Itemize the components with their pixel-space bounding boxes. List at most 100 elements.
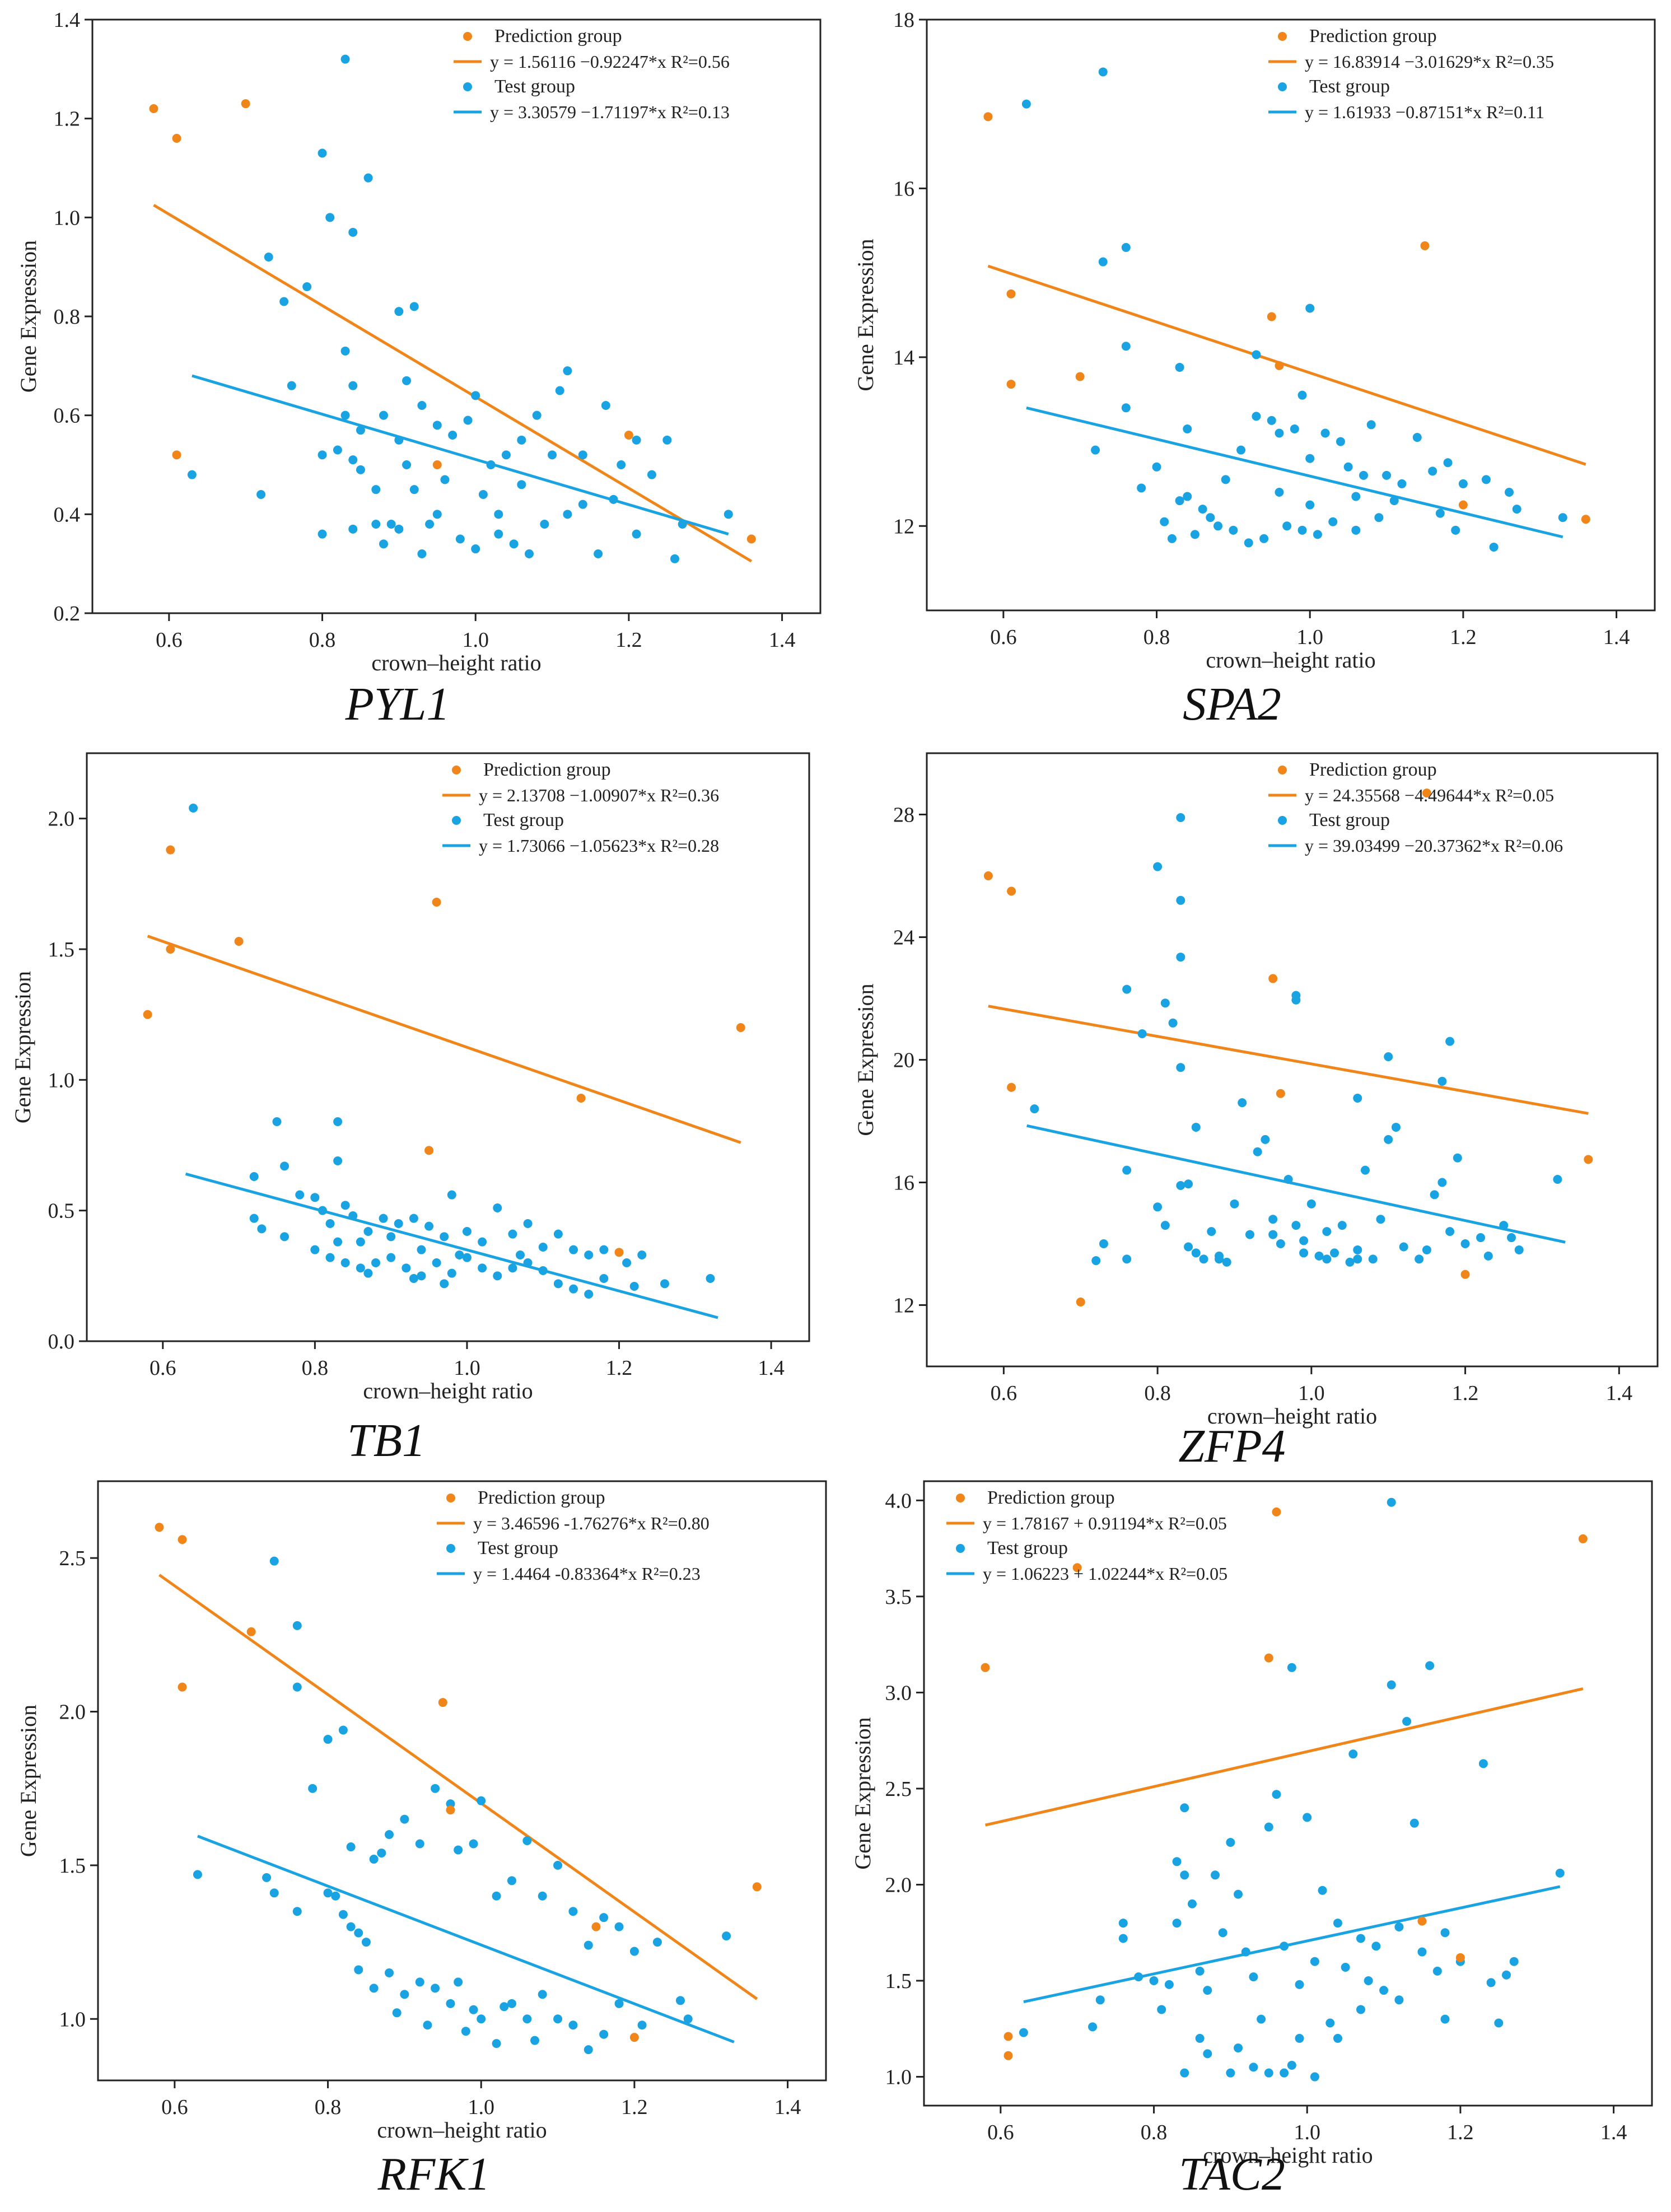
x-tick-label: 1.0 xyxy=(468,2096,494,2119)
test-point xyxy=(1310,2072,1319,2082)
prediction-point xyxy=(1007,886,1016,896)
test-point xyxy=(1241,1947,1250,1957)
test-point xyxy=(1437,1076,1447,1086)
x-tick-label: 1.2 xyxy=(1450,626,1477,649)
y-axis-label: Gene Expression xyxy=(853,983,878,1136)
test-point xyxy=(1098,257,1108,267)
test-point xyxy=(325,213,335,222)
test-point xyxy=(1121,242,1131,252)
prediction-point xyxy=(438,1698,447,1707)
prediction-point xyxy=(983,871,993,880)
test-point xyxy=(417,401,427,410)
legend-prediction-label: Prediction group xyxy=(987,1487,1115,1508)
test-point xyxy=(530,2036,539,2045)
prediction-point xyxy=(1272,1507,1281,1516)
test-point xyxy=(1337,1221,1347,1230)
test-point xyxy=(333,1117,343,1126)
test-point xyxy=(1180,1870,1189,1880)
test-point xyxy=(394,307,404,316)
legend-test-marker xyxy=(452,816,461,825)
legend-test-marker xyxy=(1278,82,1287,91)
test-point xyxy=(706,1274,715,1283)
prediction-point xyxy=(1581,515,1590,524)
test-point xyxy=(454,1977,463,1987)
test-point xyxy=(478,490,488,499)
test-point xyxy=(348,524,358,534)
test-fit-line xyxy=(1023,1885,1561,2004)
test-point xyxy=(1489,542,1499,552)
test-point xyxy=(462,1227,472,1236)
test-point xyxy=(193,1870,202,1879)
y-tick-label: 0.8 xyxy=(54,305,81,329)
y-tick-label: 3.5 xyxy=(885,1585,912,1609)
test-point xyxy=(1122,1165,1132,1175)
test-point xyxy=(469,2005,478,2014)
legend-prediction-label: Prediction group xyxy=(1309,26,1437,46)
test-point xyxy=(507,1876,516,1886)
test-point xyxy=(1021,99,1031,109)
y-tick-label: 1.2 xyxy=(54,108,81,131)
test-point xyxy=(1486,1978,1496,1987)
test-point xyxy=(1184,1179,1193,1189)
test-point xyxy=(1245,1230,1254,1239)
test-point xyxy=(462,1253,472,1262)
test-point xyxy=(599,1274,609,1283)
test-point xyxy=(494,510,503,519)
gene-label: PYL1 xyxy=(345,678,450,730)
y-tick-label: 16 xyxy=(893,1172,914,1195)
prediction-point xyxy=(1420,241,1430,250)
test-point xyxy=(455,534,465,544)
test-point xyxy=(318,450,327,460)
y-tick-label: 1.5 xyxy=(48,938,75,962)
test-point xyxy=(594,549,603,558)
test-point xyxy=(493,1271,502,1281)
test-point xyxy=(614,1922,624,1931)
prediction-point xyxy=(1275,361,1284,370)
test-point xyxy=(1095,1995,1105,2005)
test-point xyxy=(601,401,610,410)
x-tick-label: 0.6 xyxy=(150,1356,176,1380)
test-point xyxy=(348,227,358,237)
test-point xyxy=(1364,1976,1373,1985)
test-point xyxy=(1176,895,1185,905)
test-point xyxy=(1257,2014,1266,2024)
test-point xyxy=(1121,403,1131,413)
test-point xyxy=(295,1190,305,1200)
test-point xyxy=(354,1928,363,1938)
prediction-point xyxy=(446,1805,455,1815)
test-point xyxy=(1555,1868,1565,1878)
test-point xyxy=(1249,2062,1258,2072)
prediction-point xyxy=(1458,500,1468,510)
test-point xyxy=(1264,1822,1273,1832)
test-point xyxy=(1505,488,1514,497)
test-fit-line xyxy=(197,1835,735,2043)
test-point xyxy=(1275,428,1284,438)
test-point xyxy=(1399,1242,1408,1252)
test-point xyxy=(1425,1661,1435,1670)
prediction-point xyxy=(591,1922,601,1931)
test-point xyxy=(386,1253,396,1262)
test-point xyxy=(1343,462,1353,472)
test-point xyxy=(377,1848,386,1858)
prediction-point xyxy=(432,898,441,907)
test-point xyxy=(1118,1919,1128,1928)
test-point xyxy=(409,1274,418,1283)
test-point xyxy=(1499,1221,1509,1230)
test-point xyxy=(1195,1966,1205,1976)
prediction-point xyxy=(1460,1270,1470,1279)
test-point xyxy=(1180,2068,1189,2078)
test-point xyxy=(555,386,564,395)
prediction-point xyxy=(1455,1953,1465,1962)
test-point xyxy=(333,1156,343,1165)
test-point xyxy=(1122,1254,1132,1264)
legend: Prediction group y = 1.78167 + 0.91194*x … xyxy=(946,1487,1227,1584)
test-point xyxy=(632,435,641,445)
test-point xyxy=(1091,445,1100,455)
test-point xyxy=(1379,1986,1389,1995)
test-point xyxy=(478,1237,487,1247)
test-point xyxy=(563,510,572,519)
test-point xyxy=(394,1219,403,1228)
test-point xyxy=(1191,1248,1201,1258)
test-point xyxy=(280,1232,290,1242)
test-point xyxy=(678,520,687,529)
